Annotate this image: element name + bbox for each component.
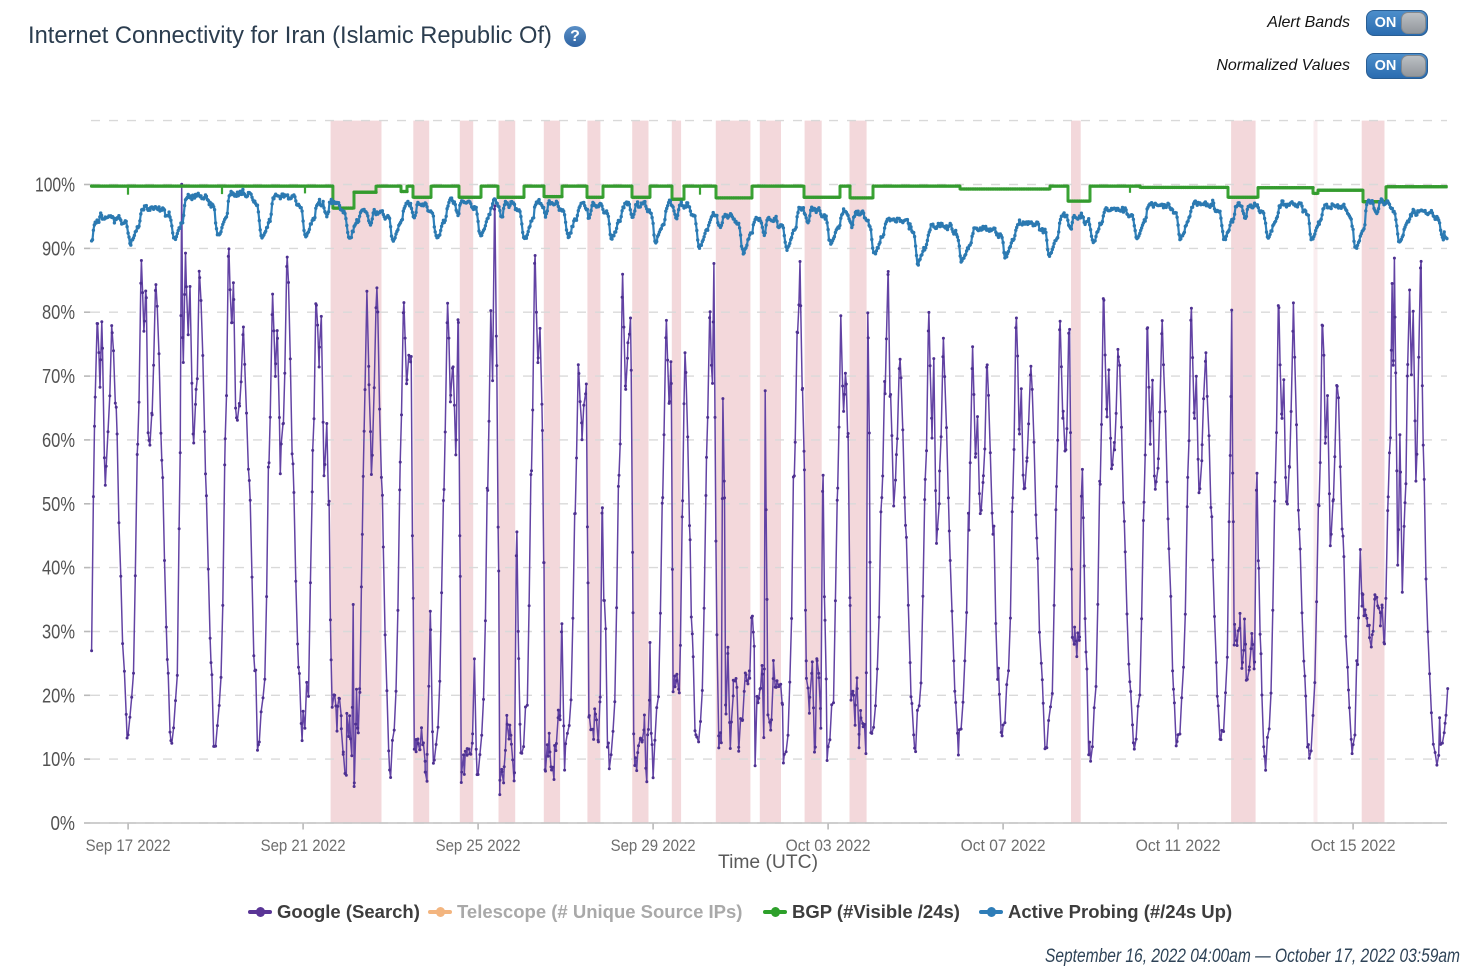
svg-text:0%: 0%	[51, 812, 76, 835]
svg-text:Oct 15 2022: Oct 15 2022	[1311, 836, 1396, 855]
svg-text:Sep 21 2022: Sep 21 2022	[261, 836, 346, 855]
svg-text:Time (UTC): Time (UTC)	[718, 852, 818, 873]
svg-text:100%: 100%	[35, 174, 75, 197]
svg-text:Oct 03 2022: Oct 03 2022	[786, 836, 871, 855]
svg-text:Sep 17 2022: Sep 17 2022	[86, 836, 171, 855]
svg-text:Sep 25 2022: Sep 25 2022	[436, 836, 521, 855]
svg-text:70%: 70%	[42, 365, 75, 388]
svg-text:Sep 29 2022: Sep 29 2022	[611, 836, 696, 855]
svg-text:90%: 90%	[42, 237, 75, 260]
svg-text:40%: 40%	[42, 557, 75, 580]
svg-text:September 16, 2022 04:00am — O: September 16, 2022 04:00am — October 17,…	[1045, 945, 1460, 967]
svg-text:80%: 80%	[42, 301, 75, 324]
svg-text:Oct 11 2022: Oct 11 2022	[1136, 836, 1221, 855]
svg-text:30%: 30%	[42, 621, 75, 644]
svg-text:10%: 10%	[42, 748, 75, 771]
svg-text:Oct 07 2022: Oct 07 2022	[961, 836, 1046, 855]
svg-text:50%: 50%	[42, 493, 75, 516]
svg-text:20%: 20%	[42, 684, 75, 707]
svg-text:60%: 60%	[42, 429, 75, 452]
